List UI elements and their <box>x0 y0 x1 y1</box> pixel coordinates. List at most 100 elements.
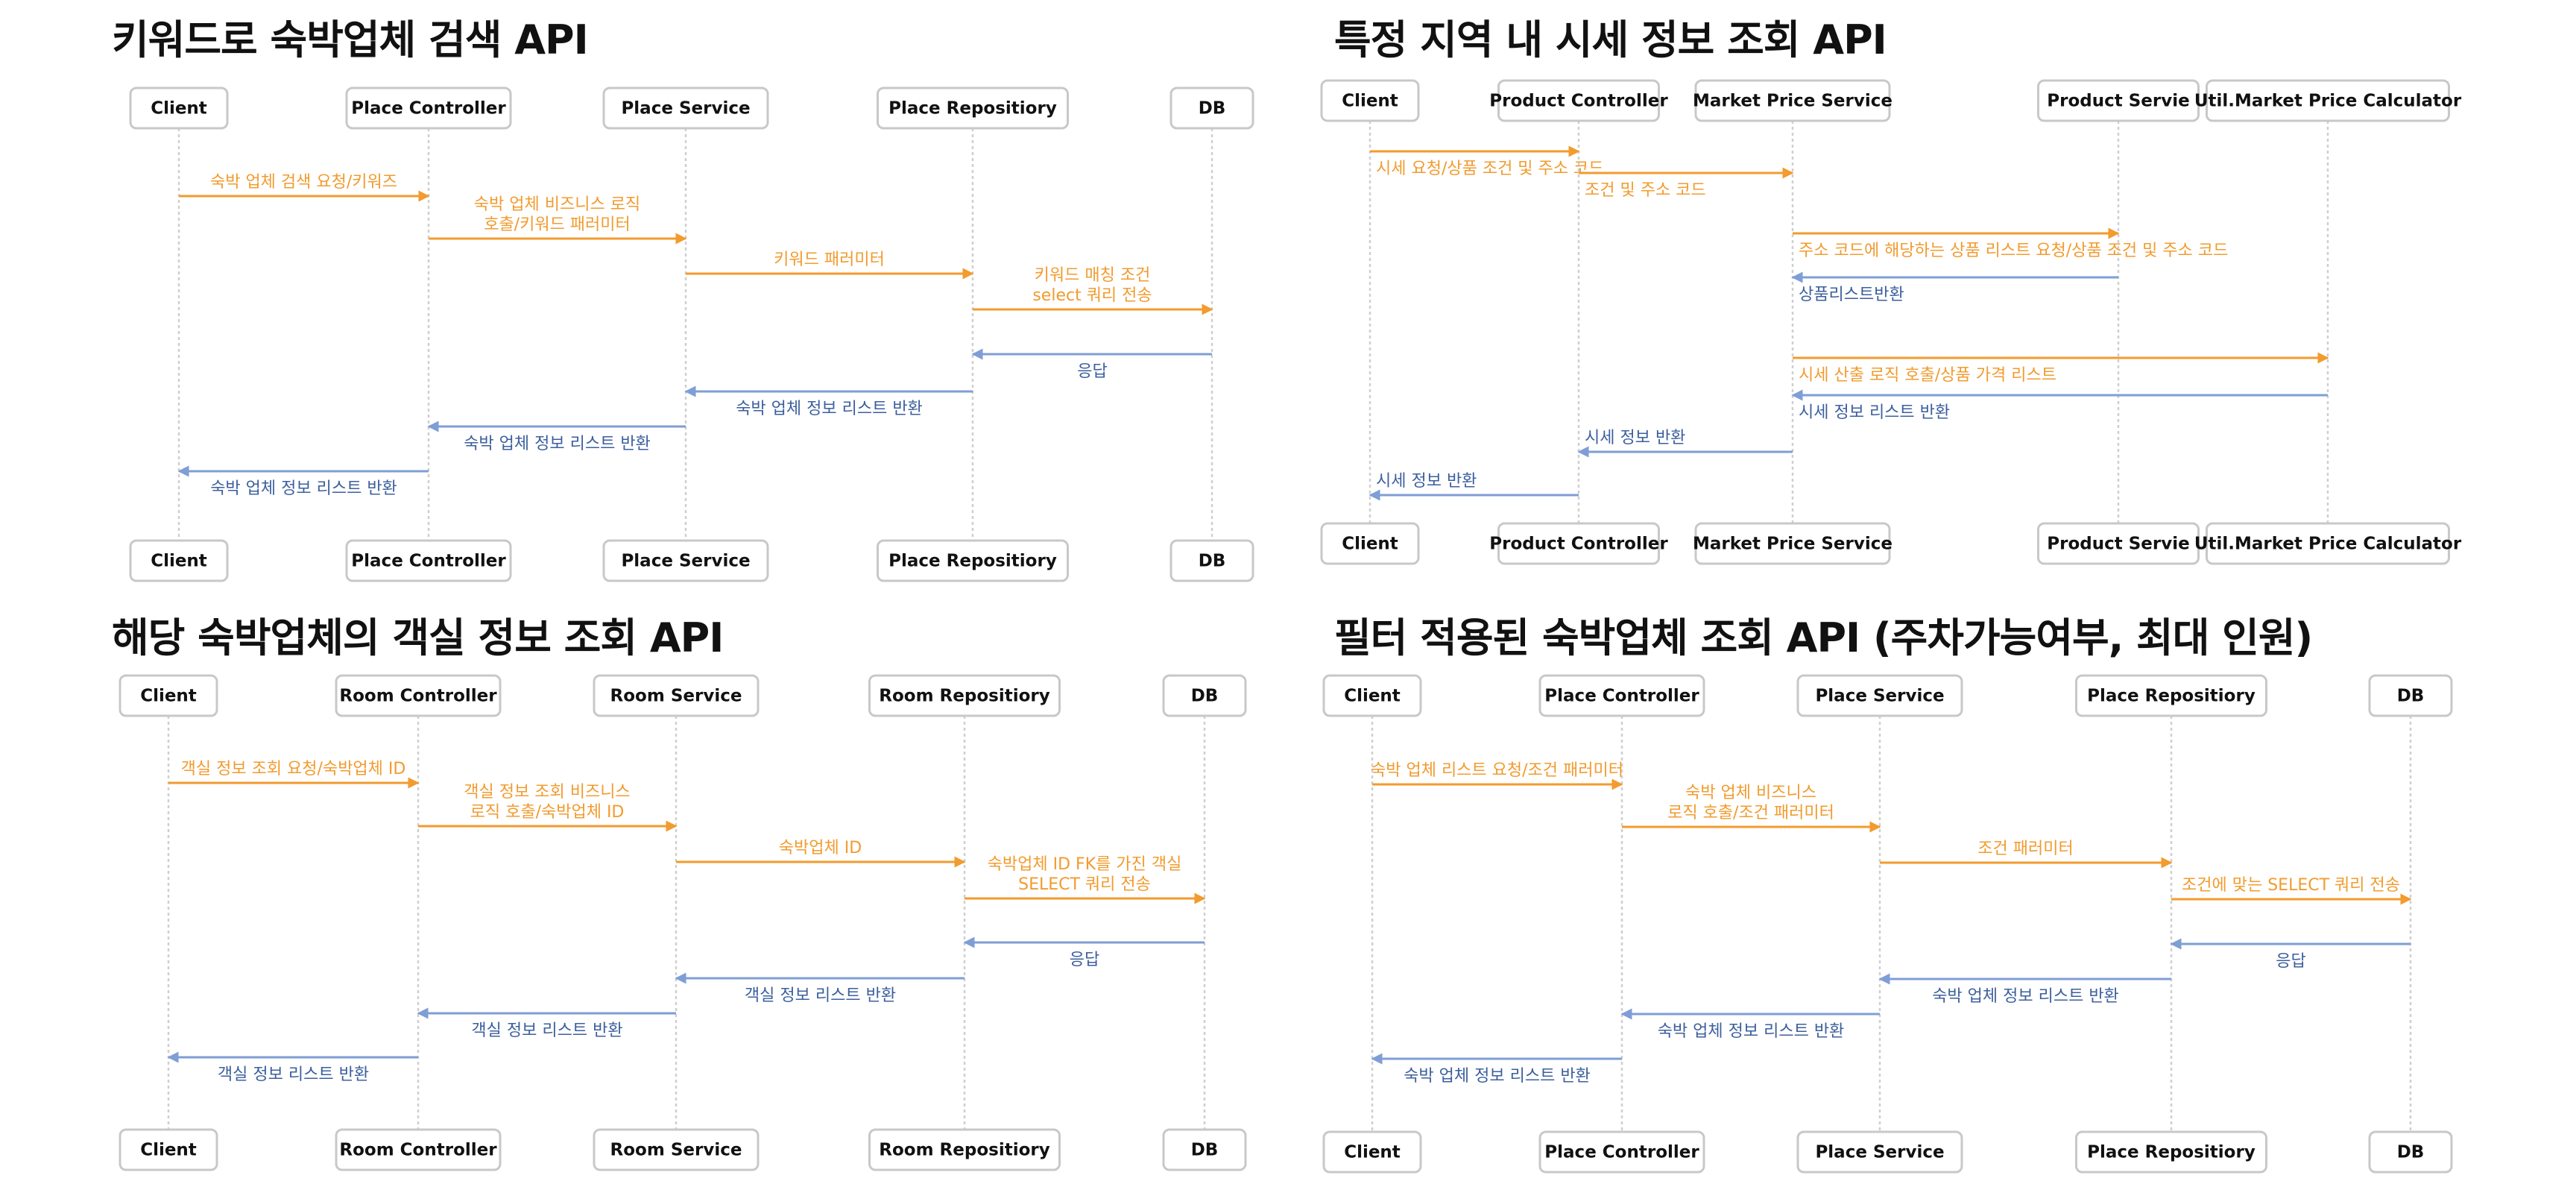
participant-box-bottom: Client <box>1322 1130 1422 1174</box>
participant-label: Client <box>1342 92 1398 111</box>
message-label: 숙박 업체 비즈니스 로직 <box>474 195 640 214</box>
participant-label: Client <box>151 552 207 571</box>
participant-label: DB <box>1199 552 1226 571</box>
participant-label: DB <box>1191 687 1219 706</box>
message-label: 숙박 업체 정보 리스트 반환 <box>210 479 397 498</box>
participant-label: Place Controller <box>351 99 506 119</box>
participant-box-bottom: Client <box>1320 522 1420 565</box>
participant-label: Place Repositiory <box>2087 1143 2255 1162</box>
request-message: 조건 패러미터 <box>1880 840 2173 869</box>
participant-label: Place Controller <box>1544 687 1699 706</box>
participant-label: DB <box>1199 99 1226 119</box>
participant-label: Product Servie <box>2047 92 2189 111</box>
response-message: 시세 정보 반환 <box>1577 429 1793 458</box>
participant-box-bottom: Place Service <box>1796 1130 1963 1174</box>
participant-box-top: Market Price Service <box>1693 79 1892 122</box>
participant-label: Place Service <box>621 552 750 571</box>
request-message: 시세 산출 로직 호출/상품 가격 리스트 <box>1793 352 2329 385</box>
response-message: 객실 정보 리스트 반환 <box>417 1007 676 1040</box>
request-message: 숙박업체 ID <box>676 839 966 868</box>
participant-label: Place Controller <box>351 552 506 571</box>
participant-box-top: Product Servie <box>2037 79 2200 122</box>
response-message: 숙박 업체 정보 리스트 반환 <box>1620 1008 1880 1041</box>
message-label: 숙박 업체 리스트 요청/조건 패러미터 <box>1371 761 1623 780</box>
participant-label: Place Service <box>621 99 750 119</box>
participant-box-top: Place Service <box>1796 674 1963 717</box>
participant-label: Market Price Service <box>1693 535 1892 554</box>
response-message: 시세 정보 반환 <box>1368 472 1579 501</box>
participant-box-top: Client <box>119 674 218 717</box>
participant-box-top: Place Controller <box>345 86 512 130</box>
participant-label: Room Controller <box>339 1141 497 1160</box>
participant-box-bottom: Client <box>119 1128 218 1171</box>
message-label: 응답 <box>1077 362 1107 381</box>
message-label: 호출/키워드 패러미터 <box>484 215 631 234</box>
response-message: 숙박 업체 정보 리스트 반환 <box>684 385 973 418</box>
participant-box-top: Product Controller <box>1489 79 1668 122</box>
sequence-diagram: 필터 적용된 숙박업체 조회 API (주차가능여부, 최대 인원) Client… <box>1322 614 2453 1174</box>
participant-label: Product Controller <box>1489 92 1668 111</box>
message-label: 로직 호출/숙박업체 ID <box>470 803 625 822</box>
participant-box-bottom: DB <box>1162 1128 1247 1171</box>
participant-box-bottom: Place Service <box>602 539 769 582</box>
response-message: 상품리스트반환 <box>1791 271 2118 304</box>
participant-label: Client <box>1344 1143 1401 1162</box>
participant-box-bottom: Room Controller <box>335 1128 502 1171</box>
message-label: 시세 산출 로직 호출/상품 가격 리스트 <box>1799 366 2056 385</box>
participant-label: Product Servie <box>2047 535 2189 554</box>
message-label: 숙박 업체 정보 리스트 반환 <box>736 400 923 418</box>
message-label: 숙박업체 ID FK를 가진 객실 <box>988 855 1182 874</box>
participant-label: Room Repositiory <box>879 1141 1049 1160</box>
participant-label: Room Repositiory <box>879 687 1049 706</box>
participant-box-bottom: Product Controller <box>1489 522 1668 565</box>
participant-box-top: Place Repositiory <box>2075 674 2267 717</box>
response-message: 시세 정보 리스트 반환 <box>1791 389 2328 422</box>
message-label: 숙박 업체 검색 요청/키워즈 <box>210 173 397 192</box>
participant-box-bottom: Market Price Service <box>1693 522 1892 565</box>
participant-label: Client <box>1342 535 1398 554</box>
participant-box-bottom: Room Repositiory <box>868 1128 1061 1171</box>
message-label: select 쿼리 전송 <box>1032 286 1152 305</box>
message-label: 키워드 매칭 조건 <box>1035 266 1151 285</box>
participant-box-top: DB <box>1169 86 1254 130</box>
request-message: 시세 요청/상품 조건 및 주소 코드 <box>1370 145 1604 178</box>
participant-box-bottom: DB <box>2368 1130 2453 1174</box>
participant-label: Place Service <box>1815 687 1944 706</box>
participant-label: Place Repositiory <box>2087 687 2255 706</box>
message-label: 조건 패러미터 <box>1977 840 2073 858</box>
participant-label: DB <box>2397 1143 2425 1162</box>
participant-label: Room Service <box>610 687 742 706</box>
participant-box-top: Client <box>1322 674 1422 717</box>
message-label: 객실 정보 리스트 반환 <box>745 986 896 1005</box>
participant-box-top: Util.Market Price Calculator <box>2194 79 2462 122</box>
message-label: 주소 코드에 해당하는 상품 리스트 요청/상품 조건 및 주소 코드 <box>1799 242 2228 260</box>
response-message: 응답 <box>971 348 1212 381</box>
participant-label: Util.Market Price Calculator <box>2194 92 2462 111</box>
message-label: 조건 및 주소 코드 <box>1585 181 1706 200</box>
diagram-title: 필터 적용된 숙박업체 조회 API (주차가능여부, 최대 인원) <box>1334 614 2312 661</box>
diagram-title: 키워드로 숙박업체 검색 API <box>112 16 588 63</box>
diagram-title: 특정 지역 내 시세 정보 조회 API <box>1334 16 1887 63</box>
participant-box-bottom: Place Controller <box>345 539 512 582</box>
participant-box-top: Place Controller <box>1538 674 1705 717</box>
message-label: 시세 요청/상품 조건 및 주소 코드 <box>1376 160 1604 178</box>
participant-label: Room Service <box>610 1141 742 1160</box>
participant-label: Client <box>140 1141 197 1160</box>
request-message: 키워드 패러미터 <box>686 251 974 280</box>
participant-box-top: Room Controller <box>335 674 502 717</box>
request-message: 숙박 업체 검색 요청/키워즈 <box>179 173 430 202</box>
diagram-title: 해당 숙박업체의 객실 정보 조회 API <box>112 614 723 661</box>
participant-label: DB <box>2397 687 2425 706</box>
request-message: 주소 코드에 해당하는 상품 리스트 요청/상품 조건 및 주소 코드 <box>1793 227 2228 260</box>
participant-box-top: Room Service <box>593 674 760 717</box>
participant-box-bottom: Client <box>129 539 229 582</box>
message-label: 시세 정보 반환 <box>1376 472 1477 491</box>
participant-box-top: Client <box>1320 79 1420 122</box>
message-label: 상품리스트반환 <box>1799 286 1904 304</box>
participant-label: Place Repositiory <box>888 552 1057 571</box>
